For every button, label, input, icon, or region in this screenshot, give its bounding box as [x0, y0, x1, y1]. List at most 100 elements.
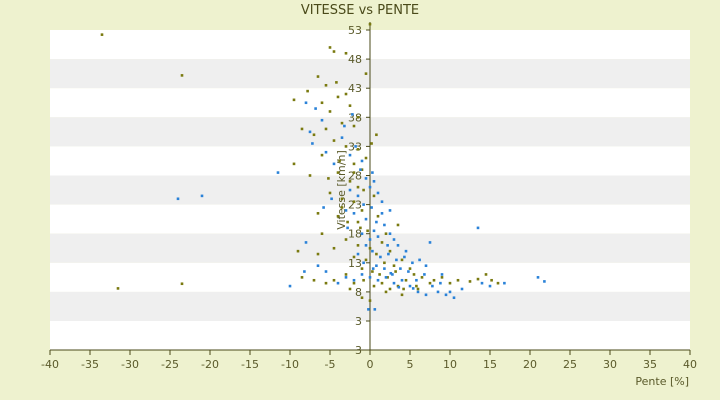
- data-point: [384, 290, 388, 294]
- data-point: [378, 273, 381, 276]
- data-point: [371, 267, 375, 270]
- data-point: [400, 258, 404, 262]
- x-tick-label: 15: [483, 358, 497, 371]
- data-point: [316, 212, 320, 215]
- data-point: [356, 148, 360, 151]
- data-point: [364, 72, 368, 75]
- data-point: [448, 290, 452, 294]
- data-point: [403, 255, 406, 259]
- data-point: [340, 197, 344, 201]
- data-point: [432, 278, 436, 282]
- y-tick-label: 38: [348, 111, 362, 124]
- data-point: [335, 81, 338, 84]
- data-point: [338, 159, 341, 163]
- data-point: [364, 258, 368, 262]
- data-point: [360, 159, 364, 163]
- data-point: [352, 200, 356, 203]
- y-axis-title: Vitesse [km/h]: [335, 150, 348, 230]
- data-point: [348, 104, 352, 107]
- data-point: [354, 145, 357, 148]
- x-tick-label: 10: [443, 358, 457, 371]
- data-point: [364, 156, 368, 160]
- data-point: [348, 180, 352, 183]
- x-tick-label: 0: [367, 358, 374, 371]
- data-point: [276, 171, 280, 174]
- data-point: [376, 214, 380, 218]
- data-point: [386, 244, 389, 247]
- y-tick-label: 48: [348, 53, 362, 66]
- data-point: [332, 246, 336, 250]
- data-point: [448, 281, 452, 285]
- data-point: [328, 46, 332, 49]
- y-tick-label: 8: [355, 286, 362, 299]
- data-point: [340, 206, 344, 209]
- data-point: [180, 74, 184, 77]
- data-point: [344, 209, 348, 212]
- data-point: [383, 267, 386, 270]
- data-point: [389, 271, 393, 275]
- data-point: [296, 249, 300, 253]
- data-point: [452, 296, 456, 300]
- data-point: [407, 270, 410, 273]
- data-point: [371, 249, 374, 253]
- data-point: [356, 244, 360, 247]
- data-point: [360, 232, 364, 235]
- data-point: [444, 293, 448, 297]
- data-point: [344, 273, 348, 276]
- data-point: [356, 185, 360, 189]
- data-point: [343, 124, 346, 128]
- data-point: [364, 244, 368, 247]
- data-point: [352, 212, 356, 215]
- data-point: [316, 252, 320, 256]
- data-point: [391, 273, 394, 276]
- data-point: [362, 203, 365, 206]
- data-point: [344, 51, 348, 55]
- data-point: [368, 22, 372, 26]
- x-tick-label: 5: [407, 358, 414, 371]
- data-point: [397, 285, 401, 289]
- data-point: [180, 282, 184, 286]
- data-point: [424, 293, 428, 297]
- y-tick-label: 13: [348, 257, 362, 270]
- x-tick-label: 40: [683, 358, 697, 371]
- data-point: [332, 139, 336, 142]
- data-point: [404, 249, 408, 253]
- data-point: [384, 276, 388, 279]
- data-point: [330, 197, 333, 201]
- data-point: [312, 133, 316, 137]
- data-point: [460, 287, 464, 291]
- data-point: [320, 153, 324, 157]
- data-point: [408, 267, 412, 270]
- data-point: [356, 194, 360, 198]
- data-points: [100, 22, 546, 311]
- y-tick-label: 43: [348, 82, 362, 95]
- data-point: [372, 194, 376, 198]
- data-point: [316, 75, 320, 78]
- data-point: [360, 209, 364, 212]
- data-point: [388, 209, 392, 212]
- data-point: [370, 142, 373, 145]
- data-point: [312, 278, 316, 282]
- data-point: [348, 153, 352, 157]
- data-point: [352, 171, 356, 174]
- data-point: [431, 284, 434, 288]
- data-point: [415, 284, 418, 288]
- x-tick-label: -20: [201, 358, 219, 371]
- data-point: [362, 261, 365, 265]
- data-point: [372, 229, 376, 233]
- data-point: [476, 226, 480, 230]
- data-point: [468, 280, 472, 283]
- data-point: [484, 273, 488, 276]
- data-point: [380, 212, 384, 215]
- data-point: [200, 194, 204, 198]
- data-point: [402, 287, 405, 291]
- data-point: [364, 177, 368, 180]
- data-point: [324, 127, 328, 131]
- data-point: [383, 223, 386, 227]
- data-point: [503, 281, 506, 285]
- data-point: [116, 287, 120, 290]
- data-point: [536, 276, 540, 279]
- x-tick-label: -40: [41, 358, 59, 371]
